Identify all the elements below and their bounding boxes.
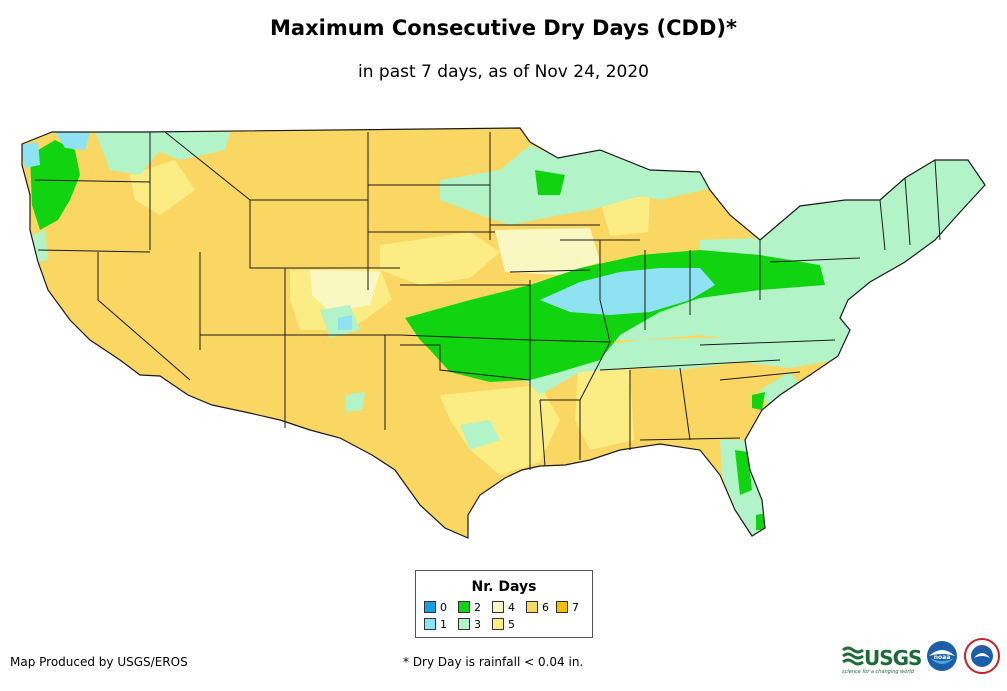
- border-al-ga: [679, 367, 691, 441]
- patch-puget-1: [22, 142, 40, 168]
- patch-nm-3: [345, 392, 365, 412]
- legend-item-4: 4: [492, 601, 515, 614]
- patch-wa-1: [55, 132, 90, 150]
- patch-plains-5: [380, 232, 500, 285]
- legend-swatch: [424, 618, 436, 630]
- legend-label: 4: [508, 601, 515, 614]
- legend-item-3: 3: [458, 618, 481, 631]
- legend-swatch: [458, 618, 470, 630]
- nws-emblem-icon: [964, 638, 1000, 674]
- legend-item-5: 5: [492, 618, 515, 631]
- legend-item-1: 1: [424, 618, 447, 631]
- patch-wi-2: [535, 170, 565, 195]
- us-outline: [21, 127, 986, 539]
- legend-swatch: [526, 601, 538, 613]
- patch-nc-2: [752, 392, 765, 410]
- border-ga-fl: [639, 437, 741, 441]
- noaa-logo-text: noaa: [934, 654, 951, 661]
- nws-logo: [964, 638, 1000, 674]
- legend-label: 0: [440, 601, 447, 614]
- legend-item-2: 2: [458, 601, 481, 614]
- border-mississippi: [579, 240, 611, 460]
- usgs-tagline: science for a changing world: [842, 669, 914, 675]
- map-title: Maximum Consecutive Dry Days (CDD)*: [270, 16, 737, 40]
- legend-label: 2: [474, 601, 481, 614]
- legend-label: 1: [440, 618, 447, 631]
- patch-nc-coast-3: [760, 372, 800, 410]
- patch-ohio-valley-1: [540, 268, 715, 315]
- legend-swatch: [424, 601, 436, 613]
- patch-wa-or-2: [30, 140, 80, 230]
- patch-co-4: [310, 270, 380, 312]
- noaa-emblem-icon: noaa: [927, 641, 957, 671]
- patch-upper-midwest-3: [440, 145, 712, 225]
- usgs-wave-icon: [842, 644, 864, 668]
- legend-swatch: [492, 618, 504, 630]
- usgs-logo-text: USGS: [864, 646, 922, 670]
- patch-pnw-3: [95, 132, 160, 175]
- us-cdd-map: [21, 127, 986, 539]
- border-wa-or: [34, 179, 151, 183]
- legend-label: 5: [508, 618, 515, 631]
- border-pa-ny: [769, 257, 861, 263]
- credit-text: Map Produced by USGS/EROS: [10, 655, 188, 669]
- patch-fl-2: [735, 450, 752, 495]
- border-nc-sc: [719, 371, 801, 381]
- border-or-ca: [37, 249, 151, 253]
- legend-title: Nr. Days: [471, 579, 537, 595]
- border-ok-tx: [400, 344, 531, 381]
- patch-tx-3: [460, 420, 500, 450]
- border-tx-la: [539, 399, 546, 467]
- region-cdd-1: [22, 132, 715, 330]
- region-cdd-2: [30, 140, 825, 530]
- patch-central-band-2: [405, 250, 825, 382]
- legend-swatch: [458, 601, 470, 613]
- map-subtitle: in past 7 days, as of Nov 24, 2020: [358, 62, 649, 82]
- patch-idaho-5: [130, 160, 195, 215]
- border-nv-ca: [97, 252, 191, 381]
- patch-mississippi-5: [575, 368, 634, 450]
- patch-montana-3: [150, 132, 230, 160]
- border-new-england: [879, 159, 941, 251]
- legend-item-0: 0: [424, 601, 447, 614]
- border-ks-ok: [399, 334, 531, 341]
- agency-logos: USGS science for a changing world noaa: [842, 636, 1002, 676]
- usgs-logo: USGS science for a changing world: [842, 642, 922, 675]
- legend-label: 7: [572, 601, 579, 614]
- border-va-nc: [699, 339, 836, 346]
- legend-item-7: 7: [556, 601, 579, 614]
- legend-swatch: [556, 601, 568, 613]
- legend-item-6: 6: [526, 601, 549, 614]
- state-borders: [21, 127, 986, 539]
- border-wy-co: [249, 200, 400, 269]
- legend-swatch: [492, 601, 504, 613]
- noaa-logo: noaa: [926, 640, 958, 672]
- legend: Nr. Days 0 1 2 3 4 5 6 7: [415, 570, 593, 638]
- patch-co-1: [338, 315, 352, 330]
- border-ky-tn: [599, 359, 781, 371]
- border-ia-mo: [509, 269, 591, 273]
- footnote-text: * Dry Day is rainfall < 0.04 in.: [403, 655, 584, 669]
- patch-ca-coast-3: [32, 230, 48, 262]
- patch-michigan-5: [600, 196, 650, 236]
- border-mo-ar: [529, 339, 611, 343]
- legend-label: 3: [474, 618, 481, 631]
- legend-label: 6: [542, 601, 549, 614]
